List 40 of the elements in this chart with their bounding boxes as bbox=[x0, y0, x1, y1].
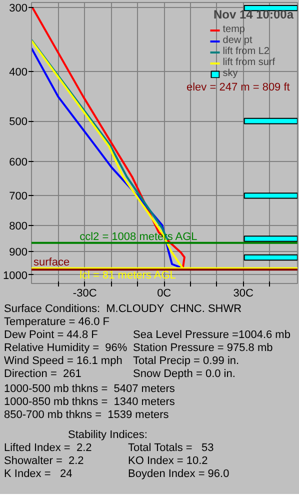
y-tick-label: 300 bbox=[9, 2, 28, 15]
legend-label: lift from surf bbox=[222, 57, 275, 68]
text: Total Totals = 53 bbox=[128, 441, 214, 456]
text: Lifted Index = 2.2 bbox=[4, 441, 92, 456]
y-tick-label: 1000 bbox=[3, 270, 28, 282]
ref-line-label: surface bbox=[34, 256, 70, 269]
annotation: elev = 247 m = 809 ft bbox=[186, 82, 290, 94]
text: Total Precip = 0.99 in. bbox=[133, 354, 240, 369]
text: Snow Depth = 0.0 in. bbox=[133, 367, 236, 382]
x-tick-label: 30C bbox=[233, 288, 254, 300]
y-tick-label: 700 bbox=[9, 190, 28, 203]
y-tick-label: 900 bbox=[9, 246, 28, 258]
text: KO Index = 10.2 bbox=[128, 454, 208, 469]
legend-label: sky bbox=[222, 68, 239, 79]
text: K Index = 24 bbox=[4, 467, 72, 482]
text: Nov 14 10:00a bbox=[213, 8, 294, 22]
text: Surface Conditions: M.CLOUDY CHNC. SHWR bbox=[4, 302, 242, 317]
x-tick-label: 0C bbox=[157, 288, 172, 300]
text: Showalter = 2.2 bbox=[4, 454, 84, 469]
text: Sea Level Pressure =1004.6 mb bbox=[133, 328, 290, 343]
text: Station Pressure = 975.8 mb bbox=[133, 341, 273, 356]
text: 850-700 mb thkns = 1539 meters bbox=[4, 408, 169, 423]
y-tick-label: 800 bbox=[9, 220, 28, 232]
y-tick-label: 500 bbox=[9, 116, 28, 128]
y-tick-label: 400 bbox=[9, 66, 28, 79]
legend-label: temp bbox=[222, 24, 245, 35]
y-tick-label: 600 bbox=[9, 156, 28, 168]
text: Temperature = 46.0 F bbox=[4, 315, 110, 330]
text: Boyden Index = 96.0 bbox=[128, 467, 230, 482]
legend-label: dew pt bbox=[222, 35, 252, 46]
text: Dew Point = 44.8 F bbox=[4, 328, 98, 343]
text: Stability Indices: bbox=[68, 428, 148, 443]
annotation: lcl = 81 meters AGL bbox=[80, 269, 176, 282]
text: Relative Humidity = 96% bbox=[4, 341, 128, 356]
text: Direction = 261 bbox=[4, 367, 82, 382]
x-tick-label: -30C bbox=[72, 288, 97, 300]
text: 1000-850 mb thkns = 1340 meters bbox=[4, 395, 175, 410]
legend-label: lift from L2 bbox=[222, 46, 270, 57]
text: 1000-500 mb thkns = 5407 meters bbox=[4, 382, 175, 397]
text: Wind Speed = 16.1 mph bbox=[4, 354, 122, 369]
